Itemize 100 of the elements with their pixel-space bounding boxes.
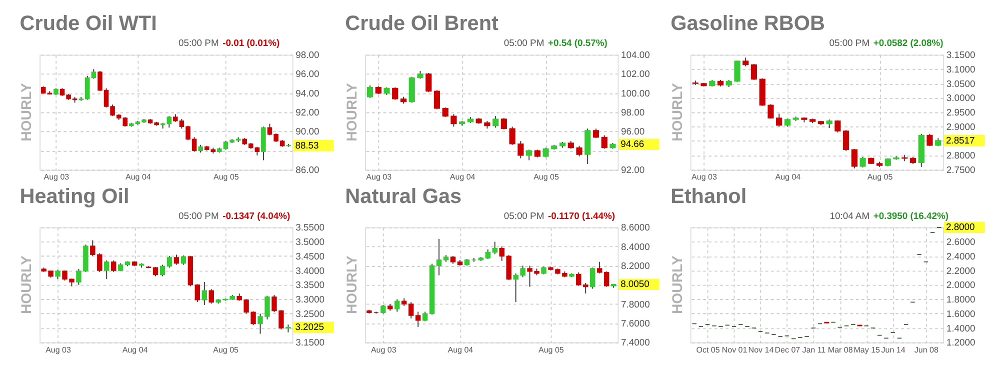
- text: HOURLY: [18, 255, 34, 314]
- y-tick-label: 2.9000: [946, 120, 976, 132]
- candlestick: [842, 130, 850, 152]
- text: 3.2025: [295, 321, 324, 332]
- candlestick: [436, 238, 442, 276]
- candlestick: [415, 311, 421, 328]
- y-tick-label: 7.6000: [621, 318, 650, 329]
- y-tick-label: 3.1500: [946, 49, 976, 60]
- candlestick: [442, 106, 448, 118]
- y-tick-label: 2.8000: [946, 150, 976, 161]
- y-tick-label: 98.00: [296, 49, 320, 60]
- candlestick: [202, 282, 208, 306]
- y-tick-label: 2.0000: [946, 279, 976, 290]
- y-tick-label: 8.2000: [621, 260, 650, 271]
- candlestick: [584, 128, 591, 165]
- candlestick: [509, 126, 516, 146]
- candlestick: [768, 104, 774, 120]
- y-tick-label: 3.1000: [946, 63, 976, 74]
- candlestick: [776, 113, 782, 128]
- candlestick: [851, 148, 858, 169]
- candlestick: [526, 149, 532, 161]
- y-tick-label: 2.2000: [946, 264, 976, 276]
- chart-title: Crude Oil WTI: [20, 12, 157, 36]
- chart-title: Natural Gas: [345, 184, 462, 208]
- y-tick-label: 2.7500: [946, 164, 976, 176]
- y-tick-label: 92.00: [296, 106, 320, 118]
- text: 05:00 PM: [829, 37, 870, 48]
- y-tick-label: 1.8000: [946, 294, 976, 305]
- y-tick-label: 90.00: [296, 126, 320, 137]
- text: HOURLY: [668, 82, 685, 142]
- candlestick: [926, 133, 933, 147]
- candlestick: [604, 270, 610, 288]
- y-tick-label: 3.0000: [946, 92, 976, 104]
- candlestick: [408, 302, 414, 319]
- candlestick: [592, 128, 600, 139]
- candlestick: [286, 324, 291, 333]
- candlestick: [180, 255, 186, 266]
- y-tick-label: 100.00: [621, 87, 650, 98]
- text: 05:00 PM: [178, 37, 219, 48]
- candlestick: [450, 114, 457, 128]
- y-tick-label: 2.6000: [946, 236, 976, 248]
- chart-title: Gasoline RBOB: [670, 12, 825, 36]
- chart-title: Heating Oil: [20, 184, 130, 208]
- chart-subtitle: -0.01 (0.01%): [222, 37, 280, 48]
- candlestick: [408, 76, 415, 104]
- y-tick-label: 104.00: [621, 49, 650, 60]
- candlestick: [601, 134, 608, 150]
- candlestick: [596, 261, 602, 274]
- y-tick-label: 3.5000: [296, 236, 324, 248]
- candlestick: [55, 269, 60, 280]
- text: HOURLY: [668, 255, 685, 314]
- candlestick: [111, 260, 116, 272]
- y-tick-label: 1.2000: [946, 336, 976, 348]
- y-tick-label: 96.00: [621, 126, 645, 137]
- y-tick-label: 2.4000: [946, 250, 976, 262]
- y-tick-label: 86.00: [296, 164, 320, 176]
- candlestick: [590, 267, 596, 290]
- candlestick: [750, 63, 758, 81]
- candlestick: [160, 264, 166, 277]
- y-tick-label: 7.4000: [621, 336, 650, 348]
- y-tick-label: 8.4000: [621, 240, 650, 252]
- candlestick: [518, 140, 524, 159]
- candlestick: [576, 145, 582, 157]
- chart-title: Ethanol: [670, 184, 747, 208]
- text: HOURLY: [344, 82, 360, 142]
- candlestick: [152, 266, 158, 277]
- candlestick: [166, 256, 172, 268]
- text: 2.8517: [946, 134, 975, 146]
- y-tick-label: 3.2500: [296, 308, 324, 319]
- text: 10:04 AM: [830, 210, 870, 221]
- text: 05:00 PM: [178, 210, 219, 221]
- y-tick-label: 2.9500: [946, 106, 976, 118]
- chart-title: Crude Oil Brent: [345, 12, 498, 36]
- text: 88.53: [295, 139, 319, 150]
- candlestick: [174, 254, 180, 266]
- candlestick: [860, 156, 866, 168]
- y-tick-label: 3.1500: [296, 336, 324, 348]
- chart-subtitle: -0.1347 (4.04%): [222, 210, 290, 221]
- candlestick: [834, 120, 841, 133]
- y-tick-label: 94.00: [296, 87, 320, 98]
- y-tick-label: 102.00: [621, 68, 650, 80]
- y-tick-label: 3.5500: [296, 222, 324, 233]
- candlestick: [434, 90, 440, 110]
- candlestick: [394, 298, 400, 312]
- candlestick: [208, 288, 214, 304]
- candlestick: [542, 147, 549, 158]
- y-tick-label: 8.6000: [621, 222, 650, 233]
- candlestick: [492, 116, 499, 128]
- y-tick-label: 3.4500: [296, 250, 324, 262]
- y-tick-label: 3.4000: [296, 264, 324, 276]
- text: 05:00 PM: [504, 37, 544, 48]
- candlestick: [734, 60, 740, 83]
- y-tick-label: 3.0500: [946, 78, 976, 89]
- text: HOURLY: [344, 255, 360, 314]
- candlestick: [366, 84, 374, 98]
- candlestick: [261, 126, 266, 161]
- text: 05:00 PM: [504, 210, 544, 221]
- y-tick-label: 92.00: [621, 164, 645, 176]
- candlestick: [392, 86, 398, 100]
- y-tick-label: 98.00: [621, 106, 645, 118]
